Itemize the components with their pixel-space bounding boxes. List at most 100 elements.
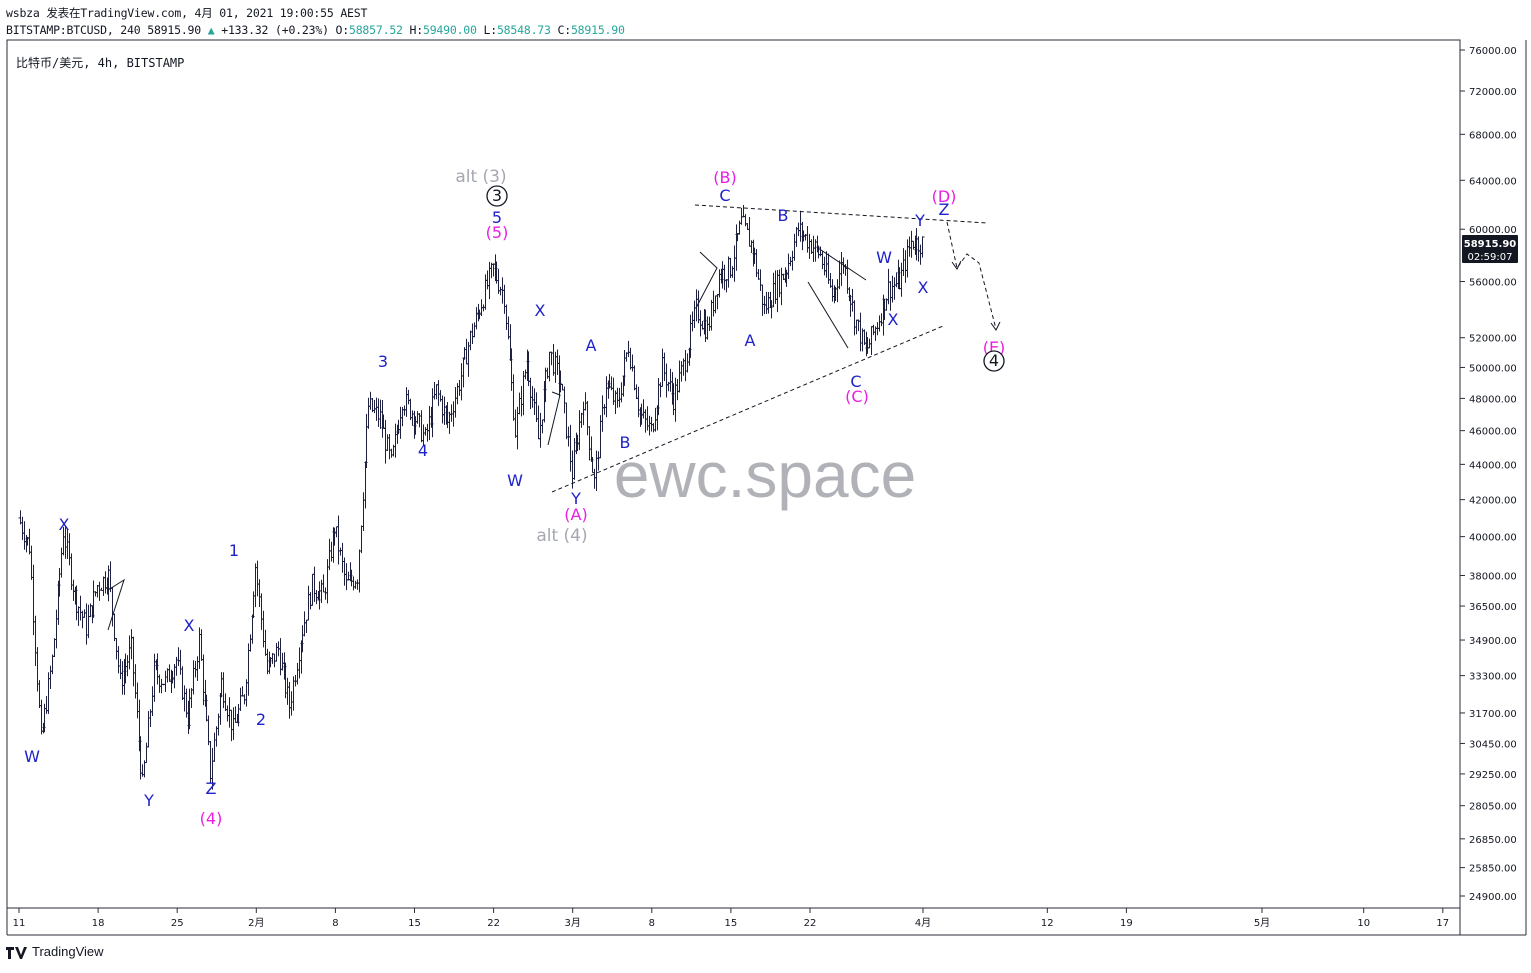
candle bbox=[97, 581, 102, 601]
candle bbox=[157, 674, 162, 693]
y-tick-label: 26850.00 bbox=[1469, 835, 1517, 846]
candle bbox=[658, 382, 663, 398]
wave-label: (A) bbox=[564, 505, 587, 524]
candle bbox=[374, 397, 379, 421]
candle bbox=[86, 604, 91, 639]
candle bbox=[206, 715, 211, 746]
candle bbox=[93, 591, 98, 597]
candle bbox=[852, 300, 857, 336]
candle bbox=[118, 658, 123, 680]
y-tick-label: 48000.00 bbox=[1469, 394, 1517, 405]
wave-label: 5 bbox=[492, 208, 502, 227]
candle bbox=[338, 547, 343, 556]
candle bbox=[470, 323, 475, 345]
candle bbox=[579, 412, 584, 428]
candle bbox=[551, 343, 556, 376]
candle bbox=[483, 274, 488, 310]
candle bbox=[886, 268, 891, 305]
candle bbox=[613, 390, 618, 414]
candle bbox=[877, 315, 882, 332]
candle bbox=[287, 681, 292, 719]
candle bbox=[513, 409, 518, 438]
x-tick-label: 15 bbox=[725, 918, 738, 929]
watermark-text: ewc.space bbox=[614, 439, 916, 511]
wave-label: X bbox=[184, 616, 195, 635]
wave-label: 4 bbox=[983, 350, 1005, 372]
wave-label: 1 bbox=[229, 541, 239, 560]
candle bbox=[709, 299, 714, 331]
tradingview-logo[interactable]: TradingView bbox=[6, 944, 104, 959]
y-tick-label: 72000.00 bbox=[1469, 87, 1517, 98]
candle bbox=[737, 220, 742, 235]
trendlines-layer bbox=[107, 204, 1001, 631]
svg-text:A: A bbox=[586, 336, 597, 355]
candle bbox=[408, 398, 413, 421]
wave-label: 4 bbox=[418, 441, 428, 460]
svg-text:Z: Z bbox=[206, 779, 217, 798]
candle bbox=[404, 387, 409, 417]
candle bbox=[907, 236, 912, 257]
candle bbox=[176, 647, 181, 666]
low-value: 58548.73 bbox=[496, 23, 551, 37]
candle bbox=[577, 410, 582, 451]
candle bbox=[223, 693, 228, 712]
tradingview-icon bbox=[6, 946, 27, 959]
y-tick-label: 34900.00 bbox=[1469, 636, 1517, 647]
candle bbox=[807, 233, 812, 259]
candle bbox=[18, 510, 23, 525]
candle bbox=[363, 461, 368, 509]
wave-label: X bbox=[918, 278, 929, 297]
candle bbox=[304, 619, 309, 634]
y-tick-label: 31700.00 bbox=[1469, 709, 1517, 720]
candle bbox=[112, 613, 117, 642]
candle bbox=[163, 670, 168, 693]
candle bbox=[517, 392, 522, 415]
candle bbox=[410, 410, 415, 426]
candle bbox=[730, 266, 735, 278]
candle bbox=[743, 214, 748, 227]
up-arrow-icon: ▲ bbox=[207, 23, 215, 37]
y-tick-label: 52000.00 bbox=[1469, 334, 1517, 345]
candle bbox=[402, 405, 407, 416]
brand-text: TradingView bbox=[32, 944, 104, 959]
symbol-text: BITSTAMP:BTCUSD, 240 bbox=[6, 23, 141, 37]
candle bbox=[351, 576, 356, 591]
candle bbox=[368, 391, 373, 410]
price-axis[interactable]: 76000.00 72000.00 68000.00 64000.00 60000.00… bbox=[1460, 46, 1517, 903]
svg-text:1: 1 bbox=[229, 541, 239, 560]
candle bbox=[355, 579, 360, 590]
candle bbox=[218, 692, 223, 725]
candle bbox=[890, 275, 895, 303]
candle bbox=[214, 726, 219, 747]
candle bbox=[722, 264, 727, 291]
candle bbox=[540, 419, 545, 434]
candle bbox=[790, 250, 795, 271]
candle bbox=[376, 398, 381, 427]
candle bbox=[685, 353, 690, 373]
candle bbox=[690, 311, 695, 332]
candle bbox=[920, 236, 925, 258]
x-tick-label: 5月 bbox=[1254, 917, 1270, 929]
candle bbox=[634, 384, 639, 400]
time-axis[interactable]: 11 18 25 2月 8 15 22 3月 8 15 22 4月 12 19 5月 10 17 bbox=[13, 908, 1450, 929]
candle bbox=[116, 646, 121, 674]
svg-text:X: X bbox=[888, 310, 899, 329]
candle bbox=[707, 316, 712, 332]
candle bbox=[201, 654, 206, 706]
candle bbox=[274, 643, 279, 662]
candle bbox=[532, 388, 537, 415]
candle bbox=[602, 404, 607, 415]
candle bbox=[794, 226, 799, 247]
svg-text:3: 3 bbox=[492, 186, 502, 205]
candle bbox=[344, 563, 349, 591]
chart-header-ohlc: BITSTAMP:BTCUSD, 240 58915.90 ▲ +133.32 … bbox=[6, 23, 625, 37]
projection-arrow bbox=[990, 321, 1001, 331]
candle bbox=[357, 549, 362, 593]
wave-label: alt (3) bbox=[455, 167, 506, 187]
candle bbox=[398, 406, 403, 439]
candle bbox=[487, 261, 492, 300]
candle bbox=[645, 406, 650, 431]
candle bbox=[549, 351, 554, 366]
wave-label: W bbox=[24, 747, 40, 766]
